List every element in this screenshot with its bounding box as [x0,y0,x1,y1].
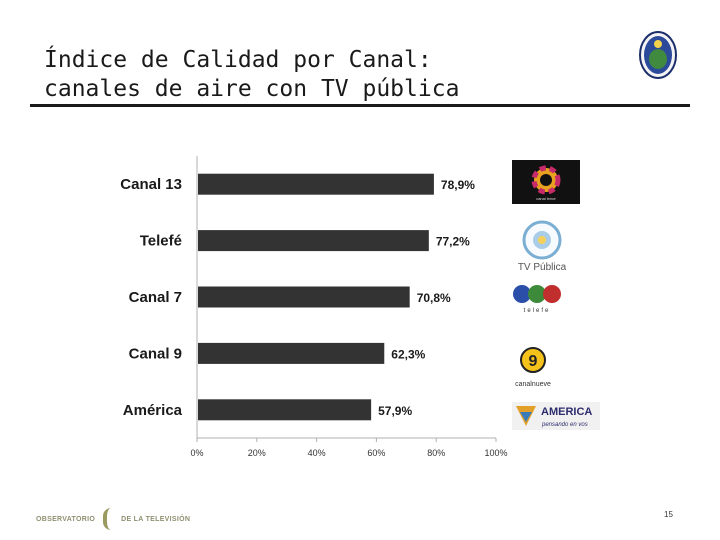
bar [198,342,385,364]
x-tick-label: 40% [308,448,326,458]
x-tick-label: 60% [367,448,385,458]
value-label: 77,2% [436,235,470,249]
x-tick-label: 20% [248,448,266,458]
title-divider [30,104,690,107]
value-label: 62,3% [391,347,425,361]
bar [198,230,429,252]
logo-telefe: telefe [513,285,561,314]
bar [198,286,410,308]
footer-bracket-icon [103,508,113,530]
value-label: 57,9% [378,404,412,418]
tv-publica-caption: TV Pública [518,262,567,273]
logo-america: AMERICA pensando en vos [512,402,600,430]
logo-canal13: canal trece [512,160,580,204]
canal-nueve-caption: canalnueve [515,381,551,388]
footer-right-text: DE LA TELEVISIÓN [121,515,191,523]
telefe-caption: telefe [524,308,551,314]
footer-left-text: OBSERVATORIO [36,515,96,523]
logo-tv-publica: TV Pública [518,220,567,273]
bar [198,173,434,195]
category-label: Canal 13 [120,176,182,193]
category-label: Canal 9 [129,345,182,362]
x-tick-label: 100% [484,448,507,458]
page-number: 15 [664,510,673,519]
america-tagline: pensando en vos [541,422,588,428]
slide-title: Índice de Calidad por Canal: canales de … [44,46,604,104]
bar [198,399,372,421]
x-tick-label: 80% [427,448,445,458]
x-tick-label: 0% [190,448,203,458]
america-name: AMERICA [541,406,592,418]
footer-brand: OBSERVATORIO DE LA TELEVISIÓN [36,508,190,530]
value-label: 78,9% [441,178,475,192]
category-label: Canal 7 [129,289,182,306]
title-line-2: canales de aire con TV pública [44,76,460,102]
value-label: 70,8% [417,291,451,305]
institution-seal-icon [639,31,677,79]
title-line-1: Índice de Calidad por Canal: [44,47,432,73]
canal-nueve-number: 9 [529,353,538,370]
category-label: Telefé [140,233,182,250]
chart-plot-area: 0% 20% 40% 60% 80% 100% Canal 13 78,9% Telefé 77,… [120,156,508,458]
logo-canal-nueve: 9 canalnueve [515,347,551,388]
canal13-caption: canal trece [536,196,556,201]
category-label: América [123,402,183,419]
